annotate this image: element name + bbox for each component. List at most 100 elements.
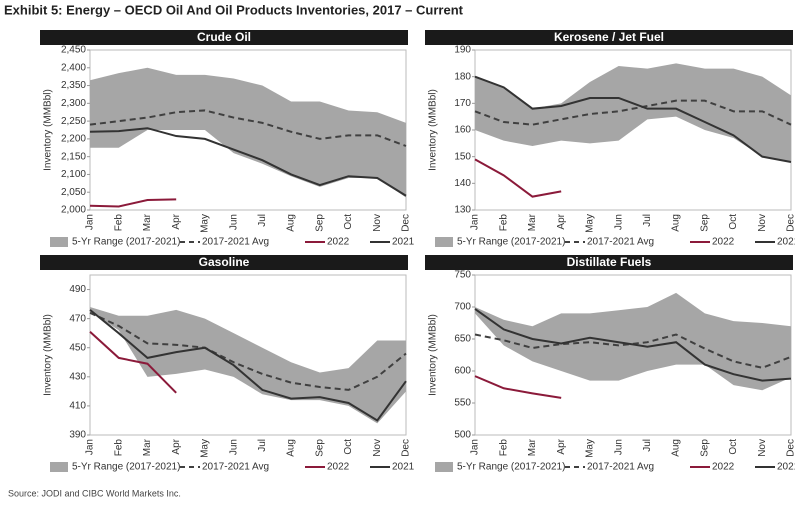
legend-label: 2017-2021 Avg [202, 237, 269, 248]
x-tick-label: Jun [613, 214, 624, 230]
series-line [89, 127, 407, 197]
y-axis-label: Inventory (MMBbl) [428, 89, 439, 171]
y-axis-label: Inventory (MMBbl) [43, 314, 54, 396]
x-tick-label: Jan [470, 439, 481, 455]
series-line [474, 375, 562, 399]
series-line [89, 198, 177, 208]
x-tick-label: Mar [527, 438, 538, 456]
chart-title: Distillate Fuels [567, 255, 652, 269]
chart-title: Crude Oil [197, 30, 251, 44]
x-tick-label: Nov [372, 214, 383, 232]
y-tick-label: 650 [454, 334, 471, 345]
series-line [89, 109, 407, 147]
x-tick-label: Feb [498, 439, 509, 457]
y-tick-label: 2,300 [61, 98, 86, 109]
panel-header [425, 255, 793, 270]
range-band [475, 63, 791, 163]
x-tick-label: Jul [642, 214, 653, 227]
x-tick-label: Oct [343, 439, 354, 455]
series-line [474, 158, 562, 198]
x-tick-label: Dec [786, 214, 795, 232]
y-tick-label: 140 [454, 178, 471, 189]
y-tick-label: 550 [454, 398, 471, 409]
series-line [89, 330, 177, 394]
series-line [474, 308, 792, 382]
chart-title: Kerosene / Jet Fuel [554, 30, 664, 44]
series-line [474, 75, 792, 163]
y-tick-label: 2,250 [61, 116, 86, 127]
y-tick-label: 490 [69, 284, 86, 295]
y-axis-label: Inventory (MMBbl) [428, 314, 439, 396]
x-tick-label: Sep [314, 214, 325, 232]
y-tick-label: 180 [454, 71, 471, 82]
x-tick-label: Feb [498, 214, 509, 232]
series-line [89, 309, 407, 422]
y-tick-label: 390 [69, 430, 86, 441]
legend-label: 2017-2021 Avg [202, 462, 269, 473]
y-tick-label: 130 [454, 205, 471, 216]
legend-swatch [435, 462, 453, 472]
y-tick-label: 170 [454, 98, 471, 109]
x-tick-label: May [200, 439, 211, 458]
legend-label: 5-Yr Range (2017-2021) [457, 237, 565, 248]
legend-label: 2021 [392, 237, 415, 248]
legend-swatch [435, 237, 453, 247]
x-tick-label: Aug [671, 214, 682, 232]
x-tick-label: Aug [286, 439, 297, 457]
legend-swatch [50, 462, 68, 472]
x-tick-label: Jan [85, 214, 96, 230]
y-tick-label: 2,050 [61, 187, 86, 198]
x-tick-label: Mar [142, 438, 153, 456]
legend-label: 2022 [327, 237, 350, 248]
y-tick-label: 2,100 [61, 169, 86, 180]
panel-header [40, 30, 408, 45]
x-tick-label: Dec [401, 439, 412, 457]
legend-label: 5-Yr Range (2017-2021) [72, 237, 180, 248]
legend-label: 5-Yr Range (2017-2021) [457, 462, 565, 473]
y-tick-label: 2,200 [61, 134, 86, 145]
x-tick-label: Apr [171, 438, 182, 454]
x-tick-label: Apr [171, 213, 182, 229]
x-tick-label: May [585, 214, 596, 233]
x-tick-label: Feb [113, 214, 124, 232]
x-tick-label: Jul [642, 439, 653, 452]
x-tick-label: Aug [671, 439, 682, 457]
legend-label: 2021 [392, 462, 415, 473]
legend-label: 2021 [777, 462, 795, 473]
x-tick-label: Feb [113, 439, 124, 457]
y-axis-label: Inventory (MMBbl) [43, 89, 54, 171]
x-tick-label: Oct [343, 214, 354, 230]
x-tick-label: Sep [699, 214, 710, 232]
x-tick-label: Oct [728, 439, 739, 455]
series-line [89, 311, 407, 391]
y-tick-label: 500 [454, 430, 471, 441]
x-tick-label: Dec [786, 439, 795, 457]
legend-label: 2017-2021 Avg [587, 237, 654, 248]
y-tick-label: 2,000 [61, 205, 86, 216]
x-tick-label: Jan [470, 214, 481, 230]
x-tick-label: Jun [613, 439, 624, 455]
x-tick-label: Jun [228, 214, 239, 230]
panel-header [40, 255, 408, 270]
x-tick-label: Sep [314, 439, 325, 457]
y-tick-label: 750 [454, 270, 471, 281]
range-band [475, 292, 791, 391]
x-tick-label: May [200, 214, 211, 233]
x-tick-label: Sep [699, 439, 710, 457]
legend-label: 2022 [712, 237, 735, 248]
x-tick-label: Dec [401, 214, 412, 232]
y-tick-label: 190 [454, 45, 471, 56]
x-tick-label: Jul [257, 439, 268, 452]
range-band [90, 67, 406, 198]
x-tick-label: Jul [257, 214, 268, 227]
x-tick-label: Nov [757, 439, 768, 457]
x-tick-label: Aug [286, 214, 297, 232]
y-tick-label: 150 [454, 151, 471, 162]
legend-label: 2021 [777, 237, 795, 248]
x-tick-label: Mar [527, 213, 538, 231]
x-tick-label: Nov [372, 439, 383, 457]
y-tick-label: 430 [69, 371, 86, 382]
legend-swatch [50, 237, 68, 247]
y-tick-label: 470 [69, 313, 86, 324]
